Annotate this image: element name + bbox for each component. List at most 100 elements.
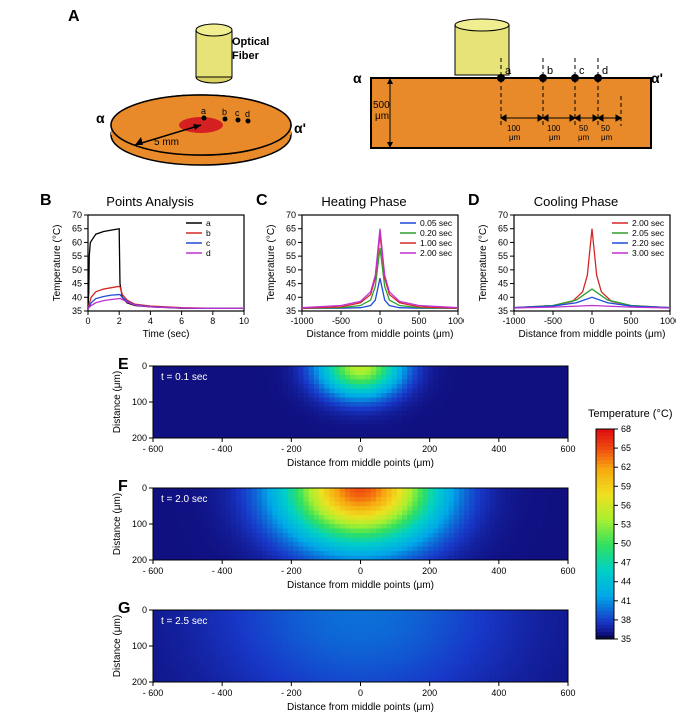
svg-text:0: 0 — [142, 483, 147, 493]
svg-text:a: a — [505, 65, 512, 77]
svg-text:47: 47 — [621, 558, 631, 568]
svg-text:-500: -500 — [544, 316, 562, 326]
svg-text:500: 500 — [623, 316, 638, 326]
svg-text:1000: 1000 — [660, 316, 676, 326]
svg-text:68: 68 — [621, 424, 631, 434]
svg-text:0: 0 — [142, 605, 147, 615]
svg-text:50: 50 — [498, 265, 508, 275]
svg-text:100: 100 — [132, 519, 147, 529]
svg-text:Time (sec): Time (sec) — [143, 329, 190, 339]
svg-text:α: α — [353, 70, 362, 86]
svg-text:-1000: -1000 — [502, 316, 525, 326]
svg-text:b: b — [547, 65, 553, 77]
svg-text:a: a — [201, 106, 206, 116]
fiber-label-1: Optical — [232, 36, 269, 48]
svg-text:b: b — [206, 228, 211, 238]
svg-text:Distance (μm): Distance (μm) — [112, 493, 123, 555]
svg-text:50: 50 — [286, 265, 296, 275]
svg-text:- 600: - 600 — [143, 566, 164, 576]
svg-text:500: 500 — [411, 316, 426, 326]
svg-text:d: d — [245, 109, 250, 119]
svg-text:35: 35 — [498, 306, 508, 316]
svg-text:-500: -500 — [332, 316, 350, 326]
svg-text:- 200: - 200 — [281, 566, 302, 576]
svg-text:40: 40 — [498, 292, 508, 302]
svg-text:α': α' — [294, 120, 306, 136]
svg-text:Temperature (°C): Temperature (°C) — [266, 225, 277, 302]
svg-text:50: 50 — [601, 124, 610, 133]
svg-text:200: 200 — [132, 433, 147, 443]
svg-text:0: 0 — [358, 444, 363, 454]
svg-text:65: 65 — [72, 224, 82, 234]
svg-text:Distance from middle points (μ: Distance from middle points (μm) — [287, 458, 434, 468]
svg-text:50: 50 — [579, 124, 588, 133]
svg-text:8: 8 — [210, 316, 215, 326]
chart-c: Heating Phase -1000-50005001000354045505… — [264, 194, 464, 339]
svg-text:35: 35 — [621, 634, 631, 644]
svg-text:2.00 sec: 2.00 sec — [632, 218, 665, 228]
svg-text:0: 0 — [358, 688, 363, 698]
svg-text:400: 400 — [491, 688, 506, 698]
chart-b: Points Analysis 02468103540455055606570T… — [50, 194, 250, 339]
svg-text:500: 500 — [373, 100, 390, 111]
svg-text:0: 0 — [85, 316, 90, 326]
svg-text:100: 100 — [547, 124, 561, 133]
svg-text:100: 100 — [132, 397, 147, 407]
svg-text:Distance from middle points (μ: Distance from middle points (μm) — [287, 580, 434, 590]
figure: A 5 mm a b c d α α' Optical Fiber — [8, 8, 677, 716]
svg-text:600: 600 — [560, 566, 575, 576]
svg-text:400: 400 — [491, 444, 506, 454]
fiber-label-2: Fiber — [232, 50, 260, 62]
colorbar: Temperature (°C) 35384144475053565962656… — [588, 408, 672, 644]
svg-text:40: 40 — [286, 292, 296, 302]
svg-text:50: 50 — [621, 539, 631, 549]
svg-text:44: 44 — [621, 577, 631, 587]
svg-text:Distance from middle points (μ: Distance from middle points (μm) — [307, 329, 454, 339]
svg-text:53: 53 — [621, 519, 631, 529]
svg-text:38: 38 — [621, 615, 631, 625]
svg-text:35: 35 — [286, 306, 296, 316]
svg-text:μm: μm — [509, 133, 521, 142]
svg-text:- 600: - 600 — [143, 444, 164, 454]
svg-text:200: 200 — [422, 444, 437, 454]
svg-text:2.05 sec: 2.05 sec — [632, 228, 665, 238]
svg-text:2.00 sec: 2.00 sec — [420, 248, 453, 258]
panel-a-3d: 5 mm a b c d α α' Optical Fiber — [86, 15, 316, 185]
svg-text:41: 41 — [621, 596, 631, 606]
svg-text:t = 2.5 sec: t = 2.5 sec — [161, 616, 207, 627]
svg-text:55: 55 — [72, 251, 82, 261]
svg-text:- 200: - 200 — [281, 688, 302, 698]
svg-text:0: 0 — [377, 316, 382, 326]
svg-text:70: 70 — [498, 210, 508, 220]
svg-text:Distance from middle points (μ: Distance from middle points (μm) — [519, 329, 666, 339]
svg-text:100: 100 — [132, 641, 147, 651]
panel-a-section: a b c d 100μm 100μm 50μm 50μm 500μm α α' — [343, 18, 663, 183]
svg-text:μm: μm — [375, 111, 389, 122]
svg-text:200: 200 — [132, 555, 147, 565]
svg-text:62: 62 — [621, 462, 631, 472]
svg-text:200: 200 — [132, 677, 147, 687]
svg-text:10: 10 — [239, 316, 249, 326]
svg-text:40: 40 — [72, 292, 82, 302]
svg-text:t = 0.1 sec: t = 0.1 sec — [161, 372, 207, 383]
svg-text:45: 45 — [498, 279, 508, 289]
svg-text:55: 55 — [498, 251, 508, 261]
svg-text:60: 60 — [72, 237, 82, 247]
svg-text:-1000: -1000 — [290, 316, 313, 326]
svg-text:Distance (μm): Distance (μm) — [112, 615, 123, 677]
svg-text:70: 70 — [72, 210, 82, 220]
svg-text:Temperature (°C): Temperature (°C) — [52, 225, 63, 302]
radius-label: 5 mm — [154, 137, 179, 148]
svg-text:55: 55 — [286, 251, 296, 261]
svg-text:t = 2.0 sec: t = 2.0 sec — [161, 494, 207, 505]
svg-text:0: 0 — [589, 316, 594, 326]
svg-text:Distance (μm): Distance (μm) — [112, 371, 123, 433]
svg-text:1.00 sec: 1.00 sec — [420, 238, 453, 248]
svg-text:70: 70 — [286, 210, 296, 220]
svg-text:56: 56 — [621, 500, 631, 510]
svg-text:400: 400 — [491, 566, 506, 576]
svg-text:- 400: - 400 — [212, 566, 233, 576]
heatmap-g: t = 2.5 sec- 600- 400- 20002004006000100… — [108, 602, 578, 712]
svg-text:0: 0 — [358, 566, 363, 576]
svg-text:60: 60 — [286, 237, 296, 247]
